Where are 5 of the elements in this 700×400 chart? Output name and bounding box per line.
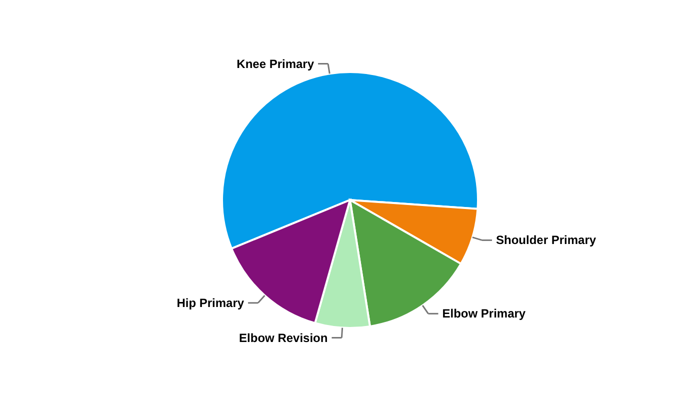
slice-label: Knee Primary	[236, 56, 314, 71]
slice-label: Shoulder Primary	[496, 233, 596, 248]
slice-label: Elbow Primary	[442, 306, 526, 321]
slice-label: Hip Primary	[176, 296, 244, 310]
slice-label: Elbow Revision	[239, 330, 328, 345]
